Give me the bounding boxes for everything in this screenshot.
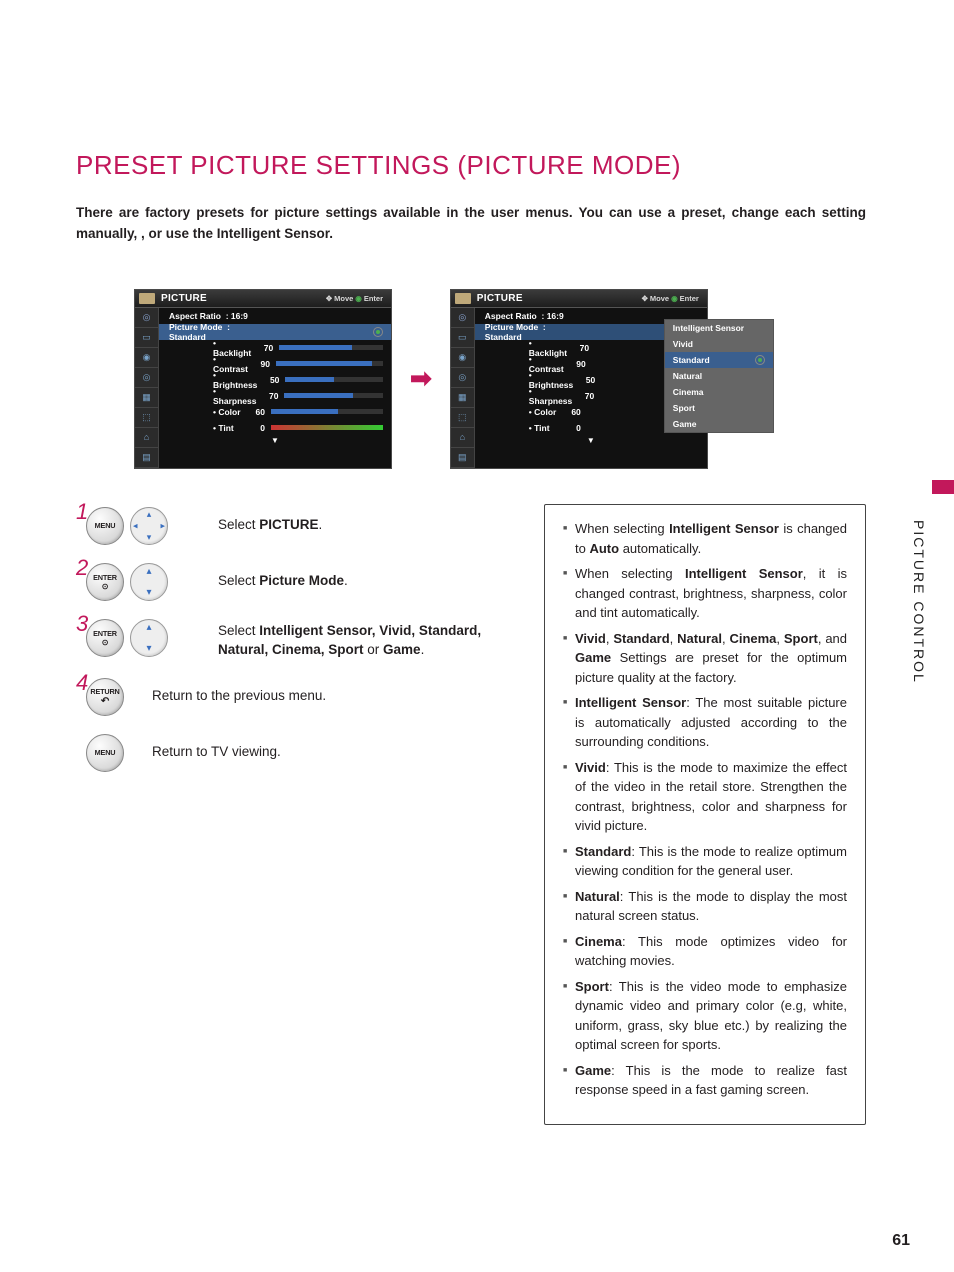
info-item: Natural: This is the mode to display the…: [563, 887, 847, 926]
enter-button[interactable]: ENTER⊙: [86, 619, 124, 657]
updown-button[interactable]: [130, 619, 168, 657]
step-text: Return to TV viewing.: [152, 734, 281, 762]
step-text: Select PICTURE.: [218, 507, 322, 535]
info-item: When selecting Intelligent Sensor is cha…: [563, 519, 847, 558]
info-item: Game: This is the mode to realize fast r…: [563, 1061, 847, 1100]
dropdown-item[interactable]: Game: [665, 416, 773, 432]
osd-row: PICTURE ✥Move◉Enter ◎▭◉ ◎▦⬚ ⌂▤ Aspect Ra…: [134, 289, 878, 469]
info-item: Vivid: This is the mode to maximize the …: [563, 758, 847, 836]
dropdown-item[interactable]: Natural: [665, 368, 773, 384]
info-item: Cinema: This mode optimizes video for wa…: [563, 932, 847, 971]
dropdown-item[interactable]: Cinema: [665, 384, 773, 400]
page-title: PRESET PICTURE SETTINGS (PICTURE MODE): [76, 150, 878, 181]
folder-icon: [455, 293, 471, 304]
dropdown-item[interactable]: Sport: [665, 400, 773, 416]
info-box: When selecting Intelligent Sensor is cha…: [544, 504, 866, 1125]
dropdown-item[interactable]: Standard: [665, 352, 773, 368]
osd-panel-left: PICTURE ✥Move◉Enter ◎▭◉ ◎▦⬚ ⌂▤ Aspect Ra…: [134, 289, 392, 469]
steps-list: 1 MENU ▴▾◂▸ Select PICTURE. 2 ENTER⊙ Sel…: [76, 507, 520, 772]
dropdown-item[interactable]: Vivid: [665, 336, 773, 352]
page-number: 61: [892, 1232, 910, 1250]
return-button[interactable]: RETURN↶: [86, 678, 124, 716]
side-tab: [932, 480, 954, 720]
osd-param-row: Color60: [159, 404, 391, 420]
picture-mode-dropdown: Intelligent SensorVividStandardNaturalCi…: [664, 319, 774, 433]
info-item: Intelligent Sensor: The most suitable pi…: [563, 693, 847, 752]
menu-button[interactable]: MENU: [86, 734, 124, 772]
osd-param-row: Tint0: [159, 420, 391, 436]
osd-param-row: Sharpness70: [159, 388, 391, 404]
side-tab-label: PICTURE CONTROL: [911, 520, 927, 684]
enter-button[interactable]: ENTER⊙: [86, 563, 124, 601]
info-item: Vivid, Standard, Natural, Cinema, Sport,…: [563, 629, 847, 688]
arrow-icon: ➡: [410, 363, 432, 394]
intro-text: There are factory presets for picture se…: [76, 203, 866, 245]
folder-icon: [139, 293, 155, 304]
updown-button[interactable]: [130, 563, 168, 601]
osd-hint: ✥Move◉Enter: [326, 294, 383, 303]
dropdown-item[interactable]: Intelligent Sensor: [665, 320, 773, 336]
step-text: Select Picture Mode.: [218, 563, 348, 591]
info-item: Sport: This is the video mode to emphasi…: [563, 977, 847, 1055]
osd-title: PICTURE: [161, 293, 207, 304]
osd-sidebar-icons: ◎▭◉ ◎▦⬚ ⌂▤: [135, 308, 159, 468]
info-item: When selecting Intelligent Sensor, it is…: [563, 564, 847, 623]
radio-on-icon: [373, 327, 383, 337]
step-text: Return to the previous menu.: [152, 678, 326, 706]
dpad-button[interactable]: ▴▾◂▸: [130, 507, 168, 545]
info-item: Standard: This is the mode to realize op…: [563, 842, 847, 881]
menu-button[interactable]: MENU: [86, 507, 124, 545]
step-text: Select Intelligent Sensor, Vivid, Standa…: [218, 619, 498, 660]
